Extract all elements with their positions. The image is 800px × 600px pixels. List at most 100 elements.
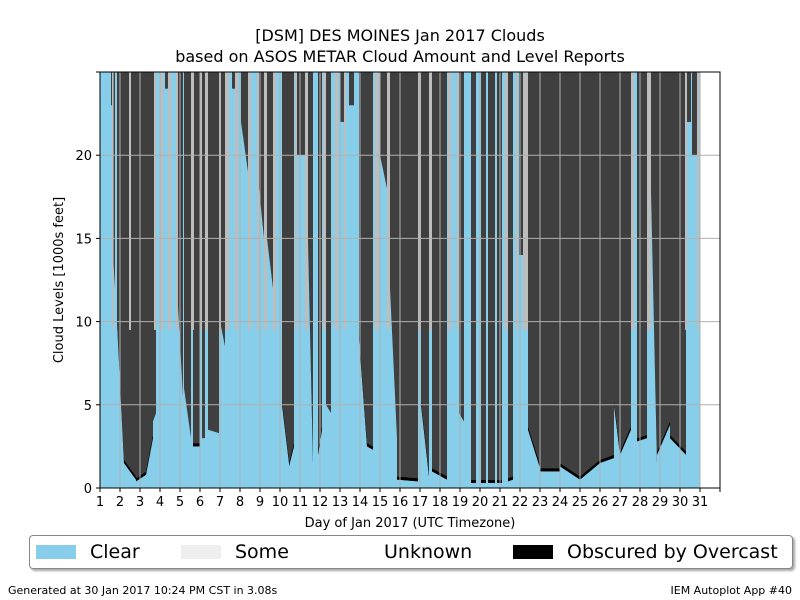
some-clouds-segment — [191, 72, 194, 330]
footer-generated-text: Generated at 30 Jan 2017 10:24 PM CST in… — [8, 584, 278, 597]
y-tick-label: 10 — [75, 316, 92, 331]
overcast-segment — [289, 72, 294, 467]
obscured-edge — [193, 443, 200, 447]
x-tick-label: 4 — [156, 495, 164, 510]
chart-title-line1: [DSM] DES MOINES Jan 2017 Clouds — [255, 26, 545, 45]
x-tick-label: 25 — [572, 495, 589, 510]
overcast-segment — [560, 72, 580, 480]
overcast-segment — [220, 72, 225, 347]
overcast-segment — [359, 72, 367, 447]
y-tick-label: 15 — [75, 232, 92, 247]
legend-swatch-obscured — [513, 545, 553, 559]
overcast-segment — [637, 72, 647, 442]
overcast-segment — [165, 72, 168, 89]
overcast-segment — [202, 72, 205, 439]
obscured-edge — [528, 426, 540, 469]
overcast-segment — [282, 72, 289, 464]
legend-label-obscured: Obscured by Overcast — [567, 541, 778, 563]
overcast-segment — [136, 72, 146, 482]
x-tick-label: 12 — [312, 495, 329, 510]
x-tick-label: 11 — [292, 495, 309, 510]
x-tick-label: 2 — [116, 495, 124, 510]
x-tick-label: 22 — [512, 495, 529, 510]
y-tick-label: 5 — [84, 399, 92, 414]
overcast-segment — [651, 72, 657, 464]
x-tick-label: 19 — [452, 495, 469, 510]
obscured-edge — [620, 426, 631, 455]
obscured-edge — [670, 435, 686, 455]
some-clouds-segment — [200, 72, 202, 330]
some-clouds-segment — [295, 72, 297, 330]
overcast-segment — [308, 72, 313, 464]
obscured-edge — [367, 443, 373, 450]
some-clouds-segment — [235, 72, 238, 330]
overcast-segment — [481, 72, 486, 484]
overcast-segment — [528, 72, 540, 469]
overcast-segment — [540, 72, 560, 472]
overcast-segment — [508, 72, 513, 482]
x-tick-label: 18 — [432, 495, 449, 510]
x-tick-label: 20 — [472, 495, 489, 510]
overcast-segment — [390, 72, 397, 439]
legend-label-some: Some — [235, 541, 289, 563]
some-clouds-segment — [168, 72, 171, 330]
legend-item-clear: Clear — [36, 536, 140, 568]
obscured-edge — [560, 463, 580, 480]
some-clouds-segment — [631, 72, 634, 330]
x-tick-label: 24 — [552, 495, 569, 510]
x-tick-label: 16 — [392, 495, 409, 510]
some-clouds-segment — [647, 72, 651, 330]
x-axis-ticks: 1 2 3 4 5 6 7 8 9 10 11 12 13 14 15 16 17 18 19 20 21 22 23 24 2… — [96, 488, 721, 510]
some-clouds-segment — [375, 72, 379, 330]
overcast-segment — [657, 72, 670, 455]
overcast-segment — [340, 72, 344, 122]
y-axis-label: Cloud Levels [1000s feet] — [52, 197, 67, 363]
some-clouds-segment — [516, 72, 518, 330]
obscured-layer — [117, 185, 686, 484]
legend-label-unknown: Unknown — [384, 541, 473, 563]
obscured-edge — [397, 476, 418, 482]
obscured-edge — [600, 455, 614, 464]
overcast-segment — [326, 72, 331, 414]
legend-item-unknown: Unknown — [330, 536, 472, 568]
some-clouds-segment — [505, 72, 508, 330]
some-clouds-segment — [248, 72, 251, 330]
x-tick-label: 26 — [592, 495, 609, 510]
overcast-segment — [241, 72, 248, 172]
legend-swatch-unknown — [330, 545, 370, 559]
legend-label-clear: Clear — [90, 541, 140, 563]
legend-item-obscured: Obscured by Overcast — [513, 536, 778, 568]
obscured-edge — [488, 480, 495, 484]
some-clouds-segment — [457, 72, 459, 330]
x-tick-label: 5 — [176, 495, 184, 510]
x-axis-label: Day of Jan 2017 (UTC Timezone) — [305, 516, 516, 531]
overcast-layer — [111, 72, 697, 484]
overcast-segment — [146, 72, 153, 475]
y-tick-label: 0 — [84, 482, 92, 497]
some-clouds-segment — [176, 72, 178, 330]
obscured-edge — [580, 460, 600, 480]
x-tick-label: 23 — [532, 495, 549, 510]
obscured-edge — [540, 468, 560, 472]
x-tick-label: 3 — [136, 495, 144, 510]
some-clouds-segment — [685, 72, 687, 330]
overcast-segment — [397, 72, 418, 482]
some-clouds-segment — [448, 72, 451, 330]
x-tick-label: 7 — [216, 495, 224, 510]
overcast-segment — [614, 72, 620, 455]
some-clouds-segment — [429, 72, 432, 330]
some-clouds-segment — [323, 72, 326, 330]
some-clouds-segment — [154, 72, 156, 330]
x-tick-label: 13 — [332, 495, 349, 510]
x-tick-label: 1 — [96, 495, 104, 510]
obscured-edge — [508, 476, 513, 482]
overcast-segment — [580, 72, 600, 480]
overcast-segment — [267, 72, 273, 289]
obscured-edge — [146, 435, 153, 475]
overcast-segment — [297, 72, 305, 156]
obscured-edge — [471, 480, 476, 484]
overcast-segment — [208, 72, 219, 434]
x-tick-label: 21 — [492, 495, 509, 510]
overcast-segment — [232, 72, 235, 89]
